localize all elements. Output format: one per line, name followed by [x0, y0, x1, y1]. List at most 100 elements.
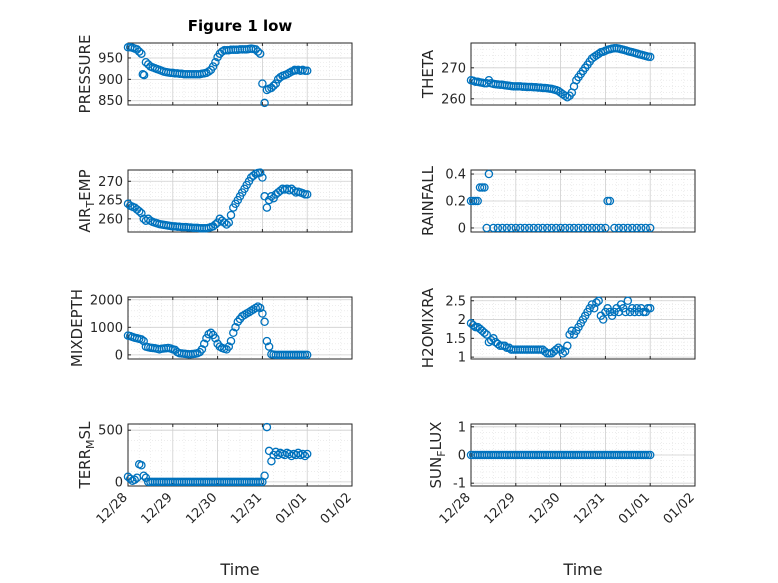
- data-point: [267, 192, 276, 201]
- data-point: [547, 223, 556, 233]
- data-point: [596, 223, 606, 233]
- data-point: [610, 223, 619, 233]
- data-point: [229, 328, 238, 338]
- y-tick-label: 0: [458, 221, 466, 236]
- y-axis-label: AIRTEMP: [76, 169, 97, 232]
- x-tick-label: 12/31: [571, 490, 608, 527]
- axes-box: [127, 42, 353, 106]
- y-tick-label: 900: [98, 73, 123, 88]
- data-point: [137, 208, 146, 218]
- data-point: [468, 320, 478, 330]
- data-point: [264, 342, 274, 351]
- data-point: [211, 220, 220, 229]
- subplot-rainfall: 0 0.2 0.4 RAINFALL: [419, 165, 696, 236]
- data-point: [482, 330, 491, 339]
- data-point: [220, 218, 229, 227]
- y-axis-label: TERRMSL: [76, 421, 97, 490]
- data-point: [206, 328, 216, 338]
- data-point: [134, 207, 144, 216]
- subplot-sun-flux: -1 0 1 12/28 12/29 12/30 12/31 01/01 01/02 SUNFLU…: [427, 420, 698, 579]
- data-point: [601, 223, 610, 233]
- y-tick-label: 2000: [90, 293, 123, 308]
- data-point: [621, 307, 630, 317]
- data-point: [542, 223, 552, 233]
- y-tick-label: 260: [98, 212, 123, 227]
- data-point: [536, 345, 545, 354]
- data-point: [560, 223, 570, 233]
- data-point: [141, 473, 151, 482]
- data-point: [574, 223, 583, 233]
- subplot-terr-msl: 0 500 12/28 12/29 12/30 12/31 01/01 01/02 TERRMS…: [76, 421, 355, 579]
- data-point: [511, 223, 521, 233]
- subplot-h2omixra: 1 1.5 2 2.5 H2OMIXRA: [419, 287, 696, 368]
- data-point: [502, 223, 512, 233]
- data-point: [645, 223, 655, 233]
- data-point: [202, 334, 211, 343]
- data-point: [632, 223, 642, 233]
- data-point: [137, 461, 146, 470]
- data-point: [636, 223, 646, 233]
- data-point: [244, 307, 254, 317]
- data-point: [302, 350, 312, 360]
- data-point: [538, 223, 547, 233]
- data-point: [587, 223, 597, 233]
- data-point: [614, 223, 624, 233]
- data-point: [603, 196, 612, 206]
- data-point: [271, 79, 281, 88]
- data-point: [253, 477, 263, 487]
- data-point: [480, 328, 489, 337]
- data-point: [139, 70, 149, 80]
- data-point: [226, 210, 236, 220]
- data-point: [302, 66, 312, 76]
- y-tick-label: 1.5: [445, 332, 466, 347]
- data-point: [134, 47, 144, 56]
- data-point: [551, 223, 561, 233]
- data-point: [253, 47, 263, 56]
- data-point: [262, 336, 272, 346]
- y-tick-label: 1: [458, 351, 466, 366]
- data-point: [486, 335, 496, 345]
- y-axis-label: SUNFLUX: [427, 422, 448, 489]
- x-tick-label: 01/01: [616, 490, 653, 527]
- data-point: [208, 62, 218, 71]
- data-point: [255, 303, 265, 313]
- data-point: [139, 336, 148, 346]
- y-tick-label: 260: [441, 92, 466, 107]
- data-point: [594, 49, 603, 59]
- y-tick-label: 265: [98, 194, 123, 209]
- y-tick-label: 1: [458, 420, 466, 435]
- data-point: [520, 223, 530, 233]
- x-axis-label: Time: [562, 560, 602, 579]
- data-point: [262, 422, 272, 432]
- data-point: [260, 98, 269, 108]
- data-point: [480, 183, 489, 192]
- data-point: [583, 223, 592, 233]
- data-point: [258, 173, 267, 182]
- data-point: [222, 220, 231, 229]
- data-point: [641, 223, 650, 233]
- data-point: [605, 196, 615, 206]
- data-point: [533, 223, 543, 233]
- data-point: [569, 223, 579, 233]
- data-point: [623, 223, 633, 233]
- data-point: [246, 306, 256, 316]
- data-point: [298, 449, 307, 459]
- data-point: [139, 471, 148, 480]
- data-point: [249, 171, 258, 180]
- x-tick-label: 12/30: [526, 490, 563, 527]
- data-point: [141, 57, 151, 67]
- y-tick-label: 0: [115, 475, 123, 490]
- data-point: [645, 52, 655, 62]
- data-point: [560, 347, 570, 356]
- axes-box: [127, 169, 353, 233]
- y-tick-label: 950: [98, 51, 123, 66]
- data-point: [287, 451, 296, 461]
- data-point: [251, 45, 260, 54]
- data-point: [258, 309, 267, 318]
- y-axis-label: H2OMIXRA: [419, 287, 437, 368]
- x-tick-label: 12/29: [482, 490, 519, 527]
- y-tick-label: 0.2: [445, 195, 466, 210]
- y-tick-label: 1000: [90, 321, 123, 336]
- x-tick-label: 12/28: [94, 490, 131, 527]
- y-tick-label: 2.5: [445, 294, 466, 309]
